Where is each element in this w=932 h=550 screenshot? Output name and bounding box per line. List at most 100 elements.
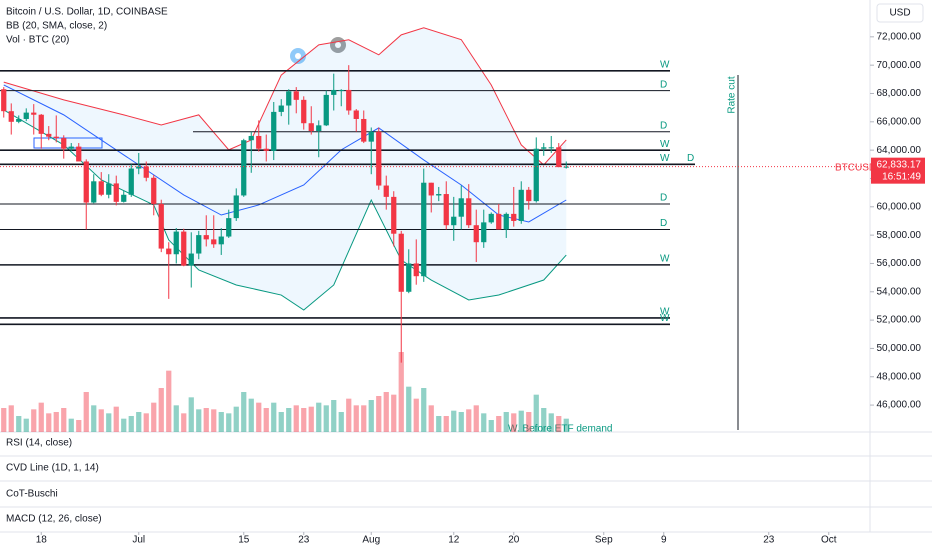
y-tick-label: 50,000.00 xyxy=(877,343,922,354)
pane-label: MACD (12, 26, close) xyxy=(6,514,102,525)
countdown: 16:51:49 xyxy=(882,171,921,182)
candle-body xyxy=(466,198,472,226)
volume-bar xyxy=(83,392,89,432)
price-tag xyxy=(871,157,925,184)
candle-body xyxy=(548,147,554,149)
volume-bar xyxy=(211,409,217,432)
volume-bar xyxy=(451,410,457,432)
volume-bar xyxy=(23,418,29,432)
volume-bar xyxy=(563,418,569,432)
x-tick-label: 12 xyxy=(448,535,460,546)
volume-bar xyxy=(511,413,517,432)
volume-bar xyxy=(46,413,52,432)
y-tick-label: 70,000.00 xyxy=(877,60,922,71)
drawn-rectangle xyxy=(33,137,103,149)
volume-bar xyxy=(346,398,352,432)
candle-body xyxy=(173,231,179,255)
level-label: W xyxy=(660,307,670,318)
level-label: D xyxy=(660,218,667,229)
candle-body xyxy=(211,239,217,245)
volume-bar xyxy=(61,408,67,432)
candle-body xyxy=(481,222,487,243)
candle-body xyxy=(301,99,307,124)
volume-bar xyxy=(496,416,502,432)
candle-body xyxy=(563,166,569,168)
volume-bar xyxy=(323,405,329,432)
level-label: D xyxy=(660,79,667,90)
volume-bar xyxy=(398,352,404,432)
level-label: D xyxy=(660,193,667,204)
candle-body xyxy=(91,181,97,203)
volume-bar xyxy=(113,406,119,432)
candle-body xyxy=(106,183,112,195)
candle-body xyxy=(443,194,449,226)
candle-body xyxy=(331,89,337,95)
candle-body xyxy=(458,198,464,217)
level-label: W xyxy=(660,313,670,324)
candle-body xyxy=(376,131,382,186)
volume-bar xyxy=(421,388,427,432)
candle-body xyxy=(151,177,157,204)
annotation: W. Before ETF demand xyxy=(508,424,613,435)
symbol-label: BTCUSD xyxy=(835,162,876,173)
volume-bar xyxy=(106,413,112,432)
candle-body xyxy=(406,263,412,292)
volume-bar xyxy=(278,412,284,432)
pin[interactable] xyxy=(290,48,306,64)
candle-body xyxy=(83,161,89,203)
level-label: W xyxy=(660,254,670,265)
pane-label: RSI (14, close) xyxy=(6,438,72,449)
volume-bar xyxy=(301,408,307,432)
candle-body xyxy=(31,112,37,115)
candle-body xyxy=(241,140,247,196)
y-tick-label: 66,000.00 xyxy=(877,116,922,127)
candle-body xyxy=(226,218,232,237)
volume-bar xyxy=(53,412,59,432)
candle-body xyxy=(503,213,509,230)
bb-line xyxy=(3,109,567,311)
x-tick-label: Jul xyxy=(132,535,145,546)
candle-body xyxy=(473,225,479,243)
y-tick-label: 48,000.00 xyxy=(877,371,922,382)
candle-body xyxy=(68,146,74,149)
volume-bar xyxy=(361,405,367,432)
candle-body xyxy=(316,125,322,132)
volume-bar xyxy=(143,413,149,432)
currency[interactable]: USD xyxy=(889,8,910,19)
volume-bar xyxy=(241,392,247,432)
volume-bar xyxy=(548,413,554,432)
volume-bar xyxy=(316,402,322,432)
candle-body xyxy=(136,166,142,169)
candle-body xyxy=(113,183,119,202)
candle-body xyxy=(8,111,14,122)
volume-bar xyxy=(353,405,359,432)
candle-body xyxy=(556,147,562,168)
volume-bar xyxy=(226,413,232,432)
currency-button[interactable] xyxy=(876,3,924,23)
volume-bar xyxy=(16,416,22,432)
candle-body xyxy=(496,213,502,230)
volume-bar xyxy=(541,408,547,432)
candle-body xyxy=(428,182,434,196)
volume-bar xyxy=(406,386,412,432)
candle-body xyxy=(248,135,254,141)
volume-bar xyxy=(556,416,562,432)
level-label: D xyxy=(660,120,667,131)
candle-body xyxy=(391,196,397,234)
candle-body xyxy=(53,136,59,139)
volume-bar xyxy=(293,405,299,432)
candle-body xyxy=(46,133,52,137)
x-tick-label: 9 xyxy=(661,535,667,546)
candle-body xyxy=(436,194,442,196)
volume-bar xyxy=(533,394,539,432)
candle-body xyxy=(233,195,239,219)
volume-bar xyxy=(158,388,164,432)
candle-body xyxy=(338,89,344,91)
y-tick-label: 52,000.00 xyxy=(877,315,922,326)
volume-bar xyxy=(466,409,472,432)
volume-bar xyxy=(128,416,134,432)
volume-bar xyxy=(218,412,224,432)
volume-bar xyxy=(76,420,82,432)
